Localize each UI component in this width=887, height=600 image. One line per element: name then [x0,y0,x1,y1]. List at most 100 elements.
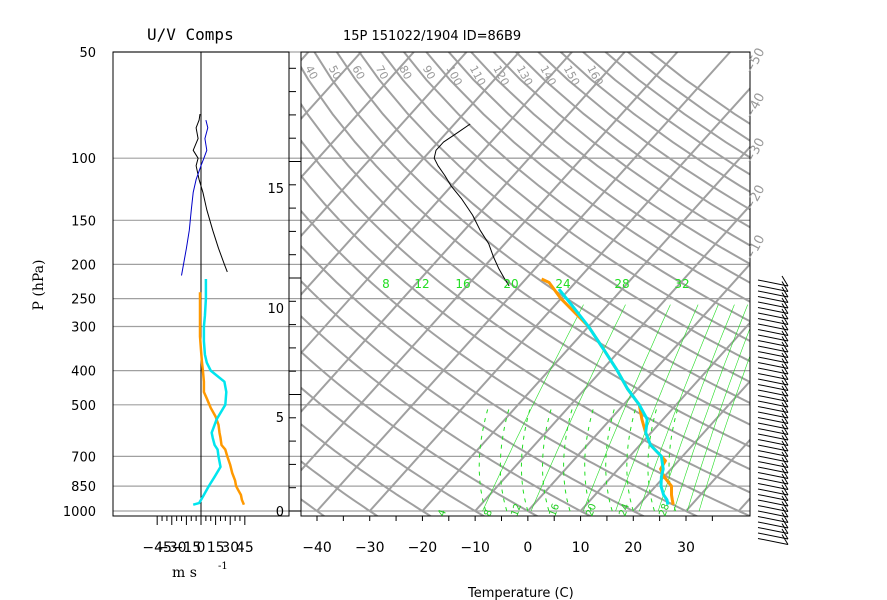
wind-barb-shaft [757,323,789,331]
wind-barb-flag [781,292,789,303]
wind-barb-shaft [757,477,789,485]
theta-label: 40 [302,63,320,81]
uv-grid [113,51,301,516]
moist-adiabat-line [478,404,490,512]
mixing-ratio-label: 32 [674,277,689,291]
wind-barb-shaft [757,411,789,419]
wind-barb-flag [781,308,789,320]
wind-barb-shaft [757,483,789,490]
uv-series-line [181,119,209,276]
dry-adiabat [301,65,750,426]
temperature-tick-label: 10 [572,540,590,556]
wind-barb-flag [781,495,789,507]
dry-adiabat [301,244,699,516]
pressure-tick-label: 300 [71,321,96,336]
wind-barb-shaft [757,455,789,463]
wind-barb-flag [781,418,789,430]
uv-panel: 501001502002503004005007008501000−45−30−… [31,46,301,581]
mixing-ratio-label: 12 [414,277,429,291]
wind-barb-flag [781,457,789,468]
theta-label: 90 [420,63,438,81]
wind-barb-shaft [757,367,789,375]
height-tick-label: 5 [276,411,284,426]
moist-adiabat-line [647,404,659,512]
pressure-tick-label: 200 [71,258,96,273]
wind-barb-shaft [757,279,789,287]
skewt-xlabel: Temperature (C) [467,586,574,600]
dry-adiabat [301,174,750,494]
wind-barb-flag [781,501,789,512]
wetbulb-label: 8 [482,508,495,518]
wetbulb-label: 24 [617,502,632,518]
isotherm [301,52,362,121]
wind-barb-flag [781,429,789,441]
wind-barb-flag [781,330,789,342]
skewt-series-line [433,123,510,287]
isotherm-label: −10 [742,233,768,264]
wind-barb-flag [781,303,789,314]
dry-adiabat [301,386,486,516]
dry-adiabat [335,52,750,384]
uv-series-line [198,292,246,506]
height-axis: 15 10 5 0 [267,67,301,520]
pressure-tick-label: 850 [71,480,96,495]
isotherm [301,52,626,414]
dry-adiabat [301,279,646,516]
wind-barb-flag [781,462,789,474]
pressure-tick-label: 150 [71,214,96,229]
wind-barb-shaft [757,494,789,501]
mixing-ratio-label: 24 [555,277,570,291]
mixing-ratio-line [639,304,719,512]
wind-barb-shaft [757,521,789,529]
wind-barb-shaft [757,428,789,435]
wind-barb-shaft [757,538,789,545]
dry-adiabat [380,52,750,343]
temperature-tick-label: 20 [624,540,642,556]
isotherm-label: −30 [742,136,768,167]
wind-barb-flag [781,314,789,325]
wind-barb-shaft [757,296,789,303]
dry-adiabat [559,52,750,193]
dry-adiabat [402,52,750,323]
wind-barb-shaft [757,433,789,441]
dry-adiabat [357,52,750,363]
isotherm [737,496,750,512]
mixing-ratio-label: 28 [614,277,629,291]
wind-barb-shaft [757,345,789,353]
wind-barb-flag [781,484,789,496]
dry-adiabat [313,52,750,405]
mixing-ratio-line [657,304,735,512]
wind-barb-flag [781,363,789,375]
wind-barb-shaft [757,439,789,446]
isotherm [0,52,98,511]
isotherm [632,379,750,512]
dry-adiabat [447,52,750,284]
skewt-background [0,52,750,516]
uv-title: U/V Comps [147,25,234,44]
dry-adiabat [301,314,593,516]
pressure-tick-label: 700 [71,450,96,465]
mixing-ratio-line [673,304,748,512]
uv-xlabel-exponent: -1 [218,561,228,572]
dry-adiabat [301,460,379,516]
mixing-ratio-line [583,304,671,512]
wind-barb-flag [781,396,789,408]
wind-barb-flag [781,380,789,391]
moist-adiabat-line [563,404,574,512]
mixing-ratio-line [482,304,584,512]
wind-barb-flag [781,517,789,529]
dry-adiabat [301,350,539,516]
mixing-ratio-label: 8 [382,277,390,291]
wind-barb-shaft [757,466,789,474]
wetbulb-label: 28 [657,502,672,518]
wind-barb-shaft [757,527,789,534]
wind-barb-flag [781,402,789,413]
isotherm [579,321,750,512]
moist-adiabat-line [499,404,511,512]
isotherm-label: −40 [742,91,768,122]
wind-barb-flag [781,275,789,287]
wind-barb-flag [781,490,789,501]
isotherm [0,52,150,511]
